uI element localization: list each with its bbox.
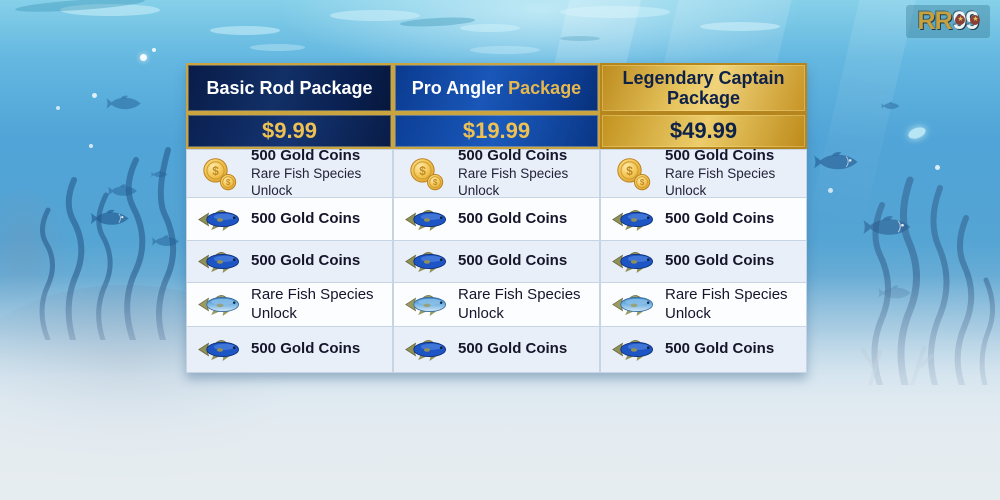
feature-line1: 500 Gold Coins bbox=[251, 340, 361, 358]
surface-ripple bbox=[700, 22, 780, 31]
fish-silhouette bbox=[106, 183, 138, 199]
fish-silhouette bbox=[860, 214, 912, 240]
gold-coins-icon bbox=[616, 157, 652, 191]
package-header-pro[interactable]: Pro Angler Package bbox=[393, 63, 600, 113]
package-table: Basic Rod Package $9.99 500 Gold Coins Ra… bbox=[186, 63, 807, 373]
blue-fish-icon bbox=[197, 336, 243, 363]
package-title: Pro Angler bbox=[411, 77, 504, 98]
feature-row: 500 Gold Coins Rare Fish Species Unlock bbox=[186, 147, 393, 198]
package-column-pro: Pro Angler Package $19.99 500 Gold Coins R… bbox=[393, 63, 600, 373]
surface-ripple bbox=[330, 10, 420, 21]
feature-row: 500 Gold Coins Rare Fish Species Unlock bbox=[393, 147, 600, 198]
package-column-legendary: Legendary Captain Package $49.99 500 Gol… bbox=[600, 63, 807, 373]
feature-line1: 500 Gold Coins bbox=[458, 340, 568, 358]
surface-ripple bbox=[250, 44, 305, 51]
rr99-logo: RR 99 ★ ★ bbox=[906, 5, 990, 38]
feature-line1: 500 Gold Coins bbox=[458, 252, 568, 270]
logo-text-gold: RR bbox=[917, 7, 953, 35]
feature-row: Rare Fish Species Unlock bbox=[600, 283, 807, 327]
feature-row: 500 Gold Coins bbox=[600, 327, 807, 373]
feature-line1: Rare Fish Species Unlock bbox=[458, 285, 581, 322]
blue-fish-icon bbox=[404, 248, 450, 275]
gold-coins-icon bbox=[409, 157, 445, 191]
feature-line1: 500 Gold Coins bbox=[665, 252, 775, 270]
blue-fish-icon bbox=[611, 248, 657, 275]
fish-silhouette bbox=[150, 234, 180, 249]
package-price-basic[interactable]: $9.99 bbox=[186, 113, 393, 149]
package-column-basic: Basic Rod Package $9.99 500 Gold Coins Ra… bbox=[186, 63, 393, 373]
package-header-basic[interactable]: Basic Rod Package bbox=[186, 63, 393, 113]
surface-ripple bbox=[210, 26, 280, 35]
bubble bbox=[935, 165, 940, 170]
feature-row: 500 Gold Coins bbox=[600, 198, 807, 241]
blue-fish-icon bbox=[404, 206, 450, 233]
bubble-glow bbox=[906, 125, 928, 141]
fish-silhouette bbox=[811, 150, 859, 174]
package-title: Basic Rod Package bbox=[206, 77, 373, 98]
package-price-legendary[interactable]: $49.99 bbox=[600, 113, 807, 149]
bubble bbox=[140, 54, 147, 61]
feature-row: 500 Gold Coins bbox=[186, 198, 393, 241]
package-title: Legendary Captain Package bbox=[622, 67, 785, 108]
feature-line1: 500 Gold Coins bbox=[251, 147, 361, 165]
fish-silhouette bbox=[880, 101, 900, 111]
feature-line2: Rare Fish Species Unlock bbox=[665, 166, 776, 198]
surface-ripple bbox=[470, 46, 540, 54]
feature-row: 500 Gold Coins bbox=[393, 241, 600, 283]
bubble bbox=[828, 188, 833, 193]
surface-shadow-streak bbox=[560, 36, 600, 41]
feature-line1: Rare Fish Species Unlock bbox=[251, 285, 374, 322]
bubble bbox=[89, 144, 93, 148]
bubble bbox=[152, 48, 156, 52]
logo-star-icon: ★ bbox=[970, 15, 980, 25]
feature-row: 500 Gold Coins bbox=[600, 241, 807, 283]
blue-fish-icon bbox=[197, 248, 243, 275]
feature-line1: 500 Gold Coins bbox=[665, 209, 775, 227]
feature-line2: Rare Fish Species Unlock bbox=[458, 166, 569, 198]
surface-ripple bbox=[560, 6, 670, 18]
feature-row: 500 Gold Coins bbox=[393, 198, 600, 241]
feature-row: 500 Gold Coins Rare Fish Species Unlock bbox=[600, 147, 807, 198]
feature-line1: Rare Fish Species Unlock bbox=[665, 285, 788, 322]
feature-line1: 500 Gold Coins bbox=[665, 340, 775, 358]
blue-fish-icon bbox=[404, 336, 450, 363]
fish-silhouette bbox=[150, 170, 168, 179]
logo-star-icon: ★ bbox=[955, 15, 965, 25]
surface-ripple bbox=[460, 24, 520, 32]
feature-row: Rare Fish Species Unlock bbox=[186, 283, 393, 327]
feature-row: Rare Fish Species Unlock bbox=[393, 283, 600, 327]
feature-line1: 500 Gold Coins bbox=[458, 147, 568, 165]
feature-row: 500 Gold Coins bbox=[186, 327, 393, 373]
rare-fish-icon bbox=[611, 291, 657, 318]
fish-silhouette bbox=[88, 208, 130, 229]
package-price-pro[interactable]: $19.99 bbox=[393, 113, 600, 149]
feature-line1: 500 Gold Coins bbox=[251, 209, 361, 227]
feature-row: 500 Gold Coins bbox=[393, 327, 600, 373]
blue-fish-icon bbox=[611, 336, 657, 363]
package-header-legendary[interactable]: Legendary Captain Package bbox=[600, 63, 807, 113]
fish-silhouette bbox=[104, 94, 142, 113]
package-title-accent: Package bbox=[508, 77, 582, 98]
feature-line1: 500 Gold Coins bbox=[458, 209, 568, 227]
blue-fish-icon bbox=[611, 206, 657, 233]
feature-line1: 500 Gold Coins bbox=[251, 252, 361, 270]
feature-row: 500 Gold Coins bbox=[186, 241, 393, 283]
gold-coins-icon bbox=[202, 157, 238, 191]
rare-fish-icon bbox=[197, 291, 243, 318]
feature-line1: 500 Gold Coins bbox=[665, 147, 775, 165]
feature-line2: Rare Fish Species Unlock bbox=[251, 166, 362, 198]
bubble bbox=[56, 106, 60, 110]
bubble bbox=[92, 93, 97, 98]
surface-ripple bbox=[60, 4, 160, 16]
rare-fish-icon bbox=[404, 291, 450, 318]
blue-fish-icon bbox=[197, 206, 243, 233]
